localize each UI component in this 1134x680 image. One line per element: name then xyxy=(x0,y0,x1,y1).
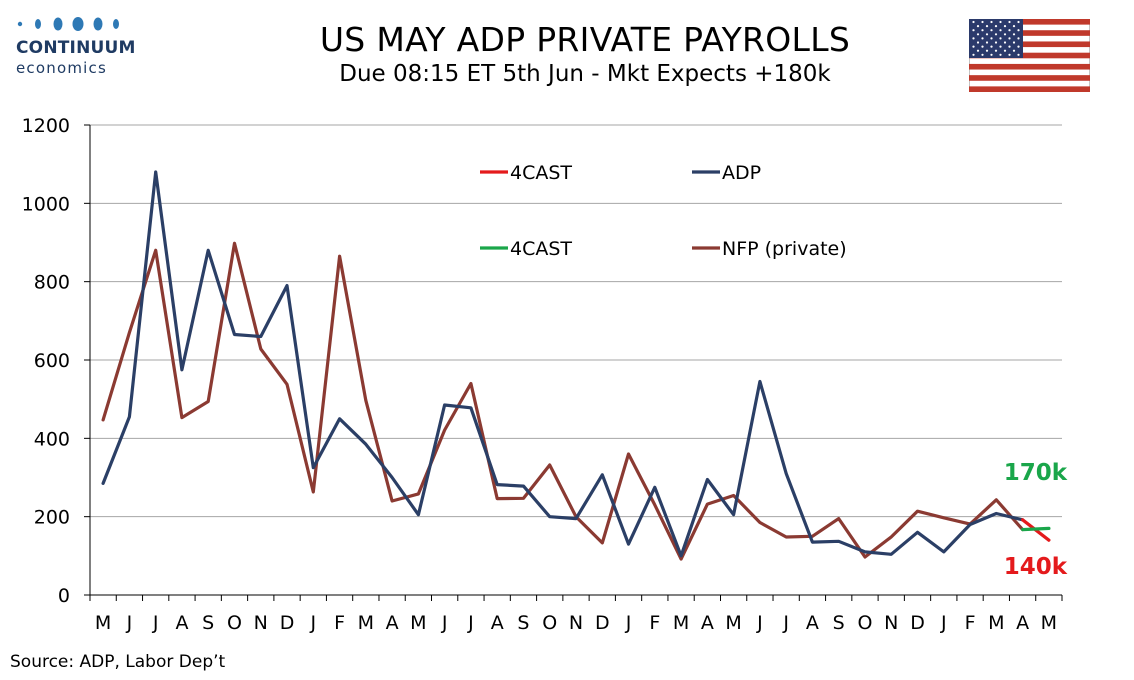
x-tick-label: S xyxy=(833,612,845,634)
x-tick-label: J xyxy=(441,612,448,634)
x-tick-label: J xyxy=(782,612,789,634)
x-tick-label: D xyxy=(595,612,610,634)
x-tick-label: M xyxy=(95,612,111,634)
x-tick-label: O xyxy=(542,612,557,634)
annotations: 170k 140k xyxy=(1004,460,1068,580)
chart-title: US MAY ADP PRIVATE PAYROLLS xyxy=(319,20,851,59)
x-tick-label: S xyxy=(202,612,214,634)
source-note: Source: ADP, Labor Dep’t xyxy=(10,652,226,672)
legend-label: ADP xyxy=(722,162,761,184)
x-tick-label: M xyxy=(1041,612,1057,634)
x-tick-label: O xyxy=(857,612,872,634)
x-tick-label: F xyxy=(649,612,660,634)
logo-word: CONTINUUM xyxy=(16,38,136,58)
series xyxy=(101,170,1051,561)
x-tick-label: M xyxy=(725,612,741,634)
x-tick-label: M xyxy=(988,612,1004,634)
x-tick-label: J xyxy=(940,612,947,634)
x-tick-label: N xyxy=(884,612,898,634)
x-tick-label: A xyxy=(701,612,714,634)
x-tick-label: N xyxy=(569,612,583,634)
logo-dots-icon xyxy=(17,17,119,31)
y-tick-label: 800 xyxy=(34,272,70,294)
x-tick-label: J xyxy=(152,612,159,634)
y-tick-label: 200 xyxy=(34,507,70,529)
x-tick-label: J xyxy=(309,612,316,634)
x-tick-label: M xyxy=(358,612,374,634)
x-tick-label: M xyxy=(673,612,689,634)
y-tick-label: 400 xyxy=(34,428,70,450)
x-tick-label: D xyxy=(280,612,295,634)
legend: 4CAST ADP 4CAST NFP (private) xyxy=(480,162,847,260)
x-tick-label: A xyxy=(1016,612,1029,634)
series-line-0 xyxy=(101,170,1025,558)
x-tick-label: F xyxy=(965,612,976,634)
x-tick-label: A xyxy=(175,612,188,634)
series-line-1 xyxy=(101,241,1025,561)
x-tick-label: S xyxy=(517,612,529,634)
grid xyxy=(90,124,1062,518)
y-tick-label: 1200 xyxy=(22,115,70,137)
x-tick-label: F xyxy=(334,612,345,634)
logo-sub: economics xyxy=(16,59,107,77)
x-tick-label: J xyxy=(126,612,133,634)
x-tick-label: J xyxy=(756,612,763,634)
legend-label: NFP (private) xyxy=(722,238,847,260)
x-tick-label: J xyxy=(625,612,632,634)
legend-label: 4CAST xyxy=(510,238,572,260)
x-tick-label: A xyxy=(386,612,399,634)
y-tick-label: 1000 xyxy=(22,193,70,215)
x-tick-label: N xyxy=(254,612,268,634)
x-tick-label: D xyxy=(910,612,925,634)
legend-label: 4CAST xyxy=(510,162,572,184)
chart-subtitle: Due 08:15 ET 5th Jun - Mkt Expects +180k xyxy=(339,61,831,87)
x-tick-label: M xyxy=(410,612,426,634)
x-tick-label: A xyxy=(491,612,504,634)
y-tick-label: 0 xyxy=(58,585,70,607)
series-line-3 xyxy=(1021,526,1051,532)
x-tick-label: J xyxy=(467,612,474,634)
x-tick-label: O xyxy=(227,612,242,634)
annotation-label: 140k xyxy=(1004,554,1068,580)
x-tick-label: A xyxy=(806,612,819,634)
annotation-label: 170k xyxy=(1004,460,1068,486)
us-flag-icon xyxy=(969,19,1090,92)
y-tick-label: 600 xyxy=(34,350,70,372)
